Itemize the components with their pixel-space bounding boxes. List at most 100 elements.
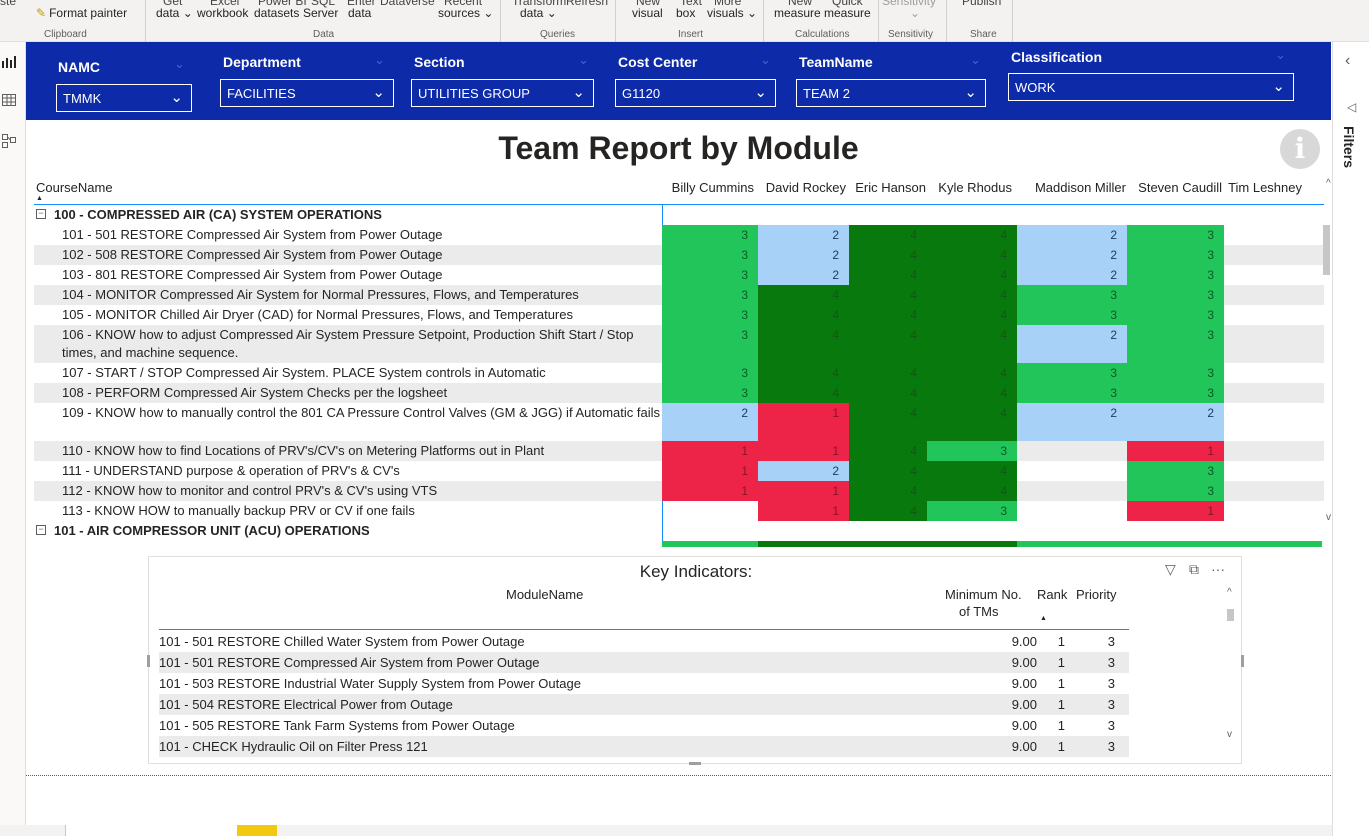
- text-top[interactable]: Text: [680, 0, 703, 8]
- collapse-icon[interactable]: −: [36, 209, 46, 219]
- enter-data-button[interactable]: data: [348, 6, 372, 20]
- sql-server-button[interactable]: Server: [303, 6, 339, 20]
- matrix-cell[interactable]: 3: [1127, 383, 1224, 403]
- matrix-group-row[interactable]: −101 - AIR COMPRESSOR UNIT (ACU) OPERATI…: [34, 521, 1324, 541]
- resize-handle[interactable]: [147, 655, 150, 667]
- matrix-cell[interactable]: 4: [849, 441, 927, 461]
- matrix-cell[interactable]: 4: [758, 363, 849, 383]
- matrix-cell[interactable]: 3: [927, 441, 1017, 461]
- matrix-cell[interactable]: 2: [1017, 245, 1127, 265]
- matrix-row[interactable]: 101 - 501 RESTORE Compressed Air System …: [34, 225, 1324, 245]
- model-view-icon[interactable]: [2, 134, 18, 150]
- matrix-cell[interactable]: 4: [927, 461, 1017, 481]
- matrix-cell[interactable]: 3: [662, 285, 758, 305]
- matrix-cell[interactable]: 2: [1017, 403, 1127, 441]
- matrix-cell[interactable]: 4: [849, 501, 927, 521]
- matrix-cell[interactable]: 2: [1017, 265, 1127, 285]
- slicer-classification-dropdown[interactable]: WORK ⌄: [1008, 73, 1294, 101]
- page-tab-active[interactable]: [237, 825, 277, 836]
- matrix-cell[interactable]: 4: [927, 481, 1017, 501]
- matrix-cell[interactable]: 4: [849, 461, 927, 481]
- matrix-cell[interactable]: 1: [758, 501, 849, 521]
- matrix-cell[interactable]: 3: [927, 501, 1017, 521]
- matrix-cell[interactable]: 3: [662, 245, 758, 265]
- more-top[interactable]: More: [714, 0, 742, 8]
- collapse-pane-icon[interactable]: ‹: [1345, 52, 1351, 69]
- matrix-column-header[interactable]: Steven Caudill: [1138, 180, 1222, 195]
- matrix-cell[interactable]: 3: [662, 225, 758, 245]
- matrix-cell[interactable]: 4: [927, 363, 1017, 383]
- matrix-cell[interactable]: 4: [758, 285, 849, 305]
- matrix-cell[interactable]: 4: [849, 265, 927, 285]
- excel-workbook-button[interactable]: workbook: [197, 6, 249, 20]
- table-view-icon[interactable]: [2, 94, 18, 110]
- matrix-row[interactable]: 108 - PERFORM Compressed Air System Chec…: [34, 383, 1324, 403]
- matrix-cell[interactable]: 4: [927, 325, 1017, 363]
- recent-sources-button[interactable]: sources ⌄: [438, 6, 494, 20]
- matrix-row[interactable]: 110 - KNOW how to find Locations of PRV'…: [34, 441, 1324, 461]
- matrix-cell[interactable]: 3: [1127, 245, 1224, 265]
- matrix-column-header[interactable]: Kyle Rhodus: [938, 180, 1012, 195]
- matrix-cell[interactable]: 2: [662, 403, 758, 441]
- matrix-cell[interactable]: 3: [1017, 363, 1127, 383]
- ribbon-label-paste[interactable]: ste: [0, 0, 17, 8]
- matrix-cell[interactable]: 4: [849, 285, 927, 305]
- bar-chart-view-icon[interactable]: [2, 56, 18, 72]
- ki-header-priority[interactable]: Priority: [1076, 587, 1117, 602]
- matrix-cell[interactable]: 4: [927, 285, 1017, 305]
- matrix-cell[interactable]: 3: [1127, 285, 1224, 305]
- slicer-cost-center-dropdown[interactable]: G1120 ⌄: [615, 79, 776, 107]
- slicer-namc-dropdown[interactable]: TMMK ⌄: [56, 84, 192, 112]
- matrix-cell[interactable]: 4: [758, 325, 849, 363]
- scroll-up-icon[interactable]: ^: [1227, 587, 1232, 598]
- matrix-row[interactable]: 106 - KNOW how to adjust Compressed Air …: [34, 325, 1324, 363]
- ki-row[interactable]: 101 - 501 RESTORE Chilled Water System f…: [159, 631, 1129, 652]
- new-visual-button[interactable]: visual: [632, 6, 663, 20]
- matrix-row[interactable]: 107 - START / STOP Compressed Air System…: [34, 363, 1324, 383]
- matrix-cell[interactable]: 4: [927, 225, 1017, 245]
- matrix-cell[interactable]: 1: [758, 403, 849, 441]
- get-data-top[interactable]: Get: [163, 0, 183, 8]
- matrix-cell[interactable]: 2: [758, 225, 849, 245]
- matrix-cell[interactable]: 2: [1127, 403, 1224, 441]
- filter-icon[interactable]: ◁: [1347, 100, 1357, 114]
- text-box-button[interactable]: box: [676, 6, 696, 20]
- recent-top[interactable]: Recent: [444, 0, 483, 8]
- matrix-cell[interactable]: 3: [1017, 285, 1127, 305]
- slicer-department-dropdown[interactable]: FACILITIES ⌄: [220, 79, 394, 107]
- matrix-cell[interactable]: 4: [927, 305, 1017, 325]
- matrix-row[interactable]: 104 - MONITOR Compressed Air System for …: [34, 285, 1324, 305]
- refresh-button[interactable]: Refresh: [566, 0, 609, 8]
- team-matrix-visual[interactable]: CourseName ▲ Billy Cummins David Rockey Er…: [34, 175, 1331, 547]
- matrix-cell[interactable]: 2: [758, 245, 849, 265]
- matrix-cell[interactable]: 3: [662, 383, 758, 403]
- ki-row[interactable]: 101 - 505 RESTORE Tank Farm Systems from…: [159, 715, 1129, 736]
- matrix-cell[interactable]: 4: [849, 403, 927, 441]
- new-measure-top[interactable]: New: [788, 0, 813, 8]
- powerbi-top[interactable]: Power BI: [258, 0, 307, 8]
- publish-button[interactable]: Publish: [962, 0, 1002, 8]
- more-visuals-button[interactable]: visuals ⌄: [707, 6, 758, 20]
- matrix-cell[interactable]: 2: [1017, 225, 1127, 245]
- dataverse-button[interactable]: Dataverse: [380, 0, 435, 8]
- matrix-cell[interactable]: 3: [1127, 265, 1224, 285]
- slicer-teamname-dropdown[interactable]: TEAM 2 ⌄: [796, 79, 986, 107]
- collapse-icon[interactable]: −: [36, 525, 46, 535]
- matrix-cell[interactable]: 3: [662, 363, 758, 383]
- matrix-cell[interactable]: 4: [849, 305, 927, 325]
- matrix-cell[interactable]: 4: [849, 225, 927, 245]
- chevron-down-icon[interactable]: ⌄: [374, 52, 385, 67]
- transform-data-button[interactable]: data ⌄: [520, 6, 557, 20]
- matrix-cell[interactable]: 4: [927, 403, 1017, 441]
- matrix-cell[interactable]: 4: [849, 383, 927, 403]
- matrix-scrollbar[interactable]: [1322, 205, 1331, 547]
- filter-icon[interactable]: ▽: [1165, 561, 1176, 577]
- info-icon[interactable]: i: [1280, 129, 1320, 169]
- chevron-down-icon[interactable]: ⌄: [760, 52, 771, 67]
- scroll-up-icon[interactable]: ^: [1326, 178, 1331, 189]
- matrix-column-header[interactable]: Billy Cummins: [671, 180, 754, 195]
- matrix-cell[interactable]: 3: [1127, 325, 1224, 363]
- matrix-cell[interactable]: 4: [849, 363, 927, 383]
- matrix-cell[interactable]: 4: [849, 245, 927, 265]
- matrix-cell[interactable]: 1: [1127, 441, 1224, 461]
